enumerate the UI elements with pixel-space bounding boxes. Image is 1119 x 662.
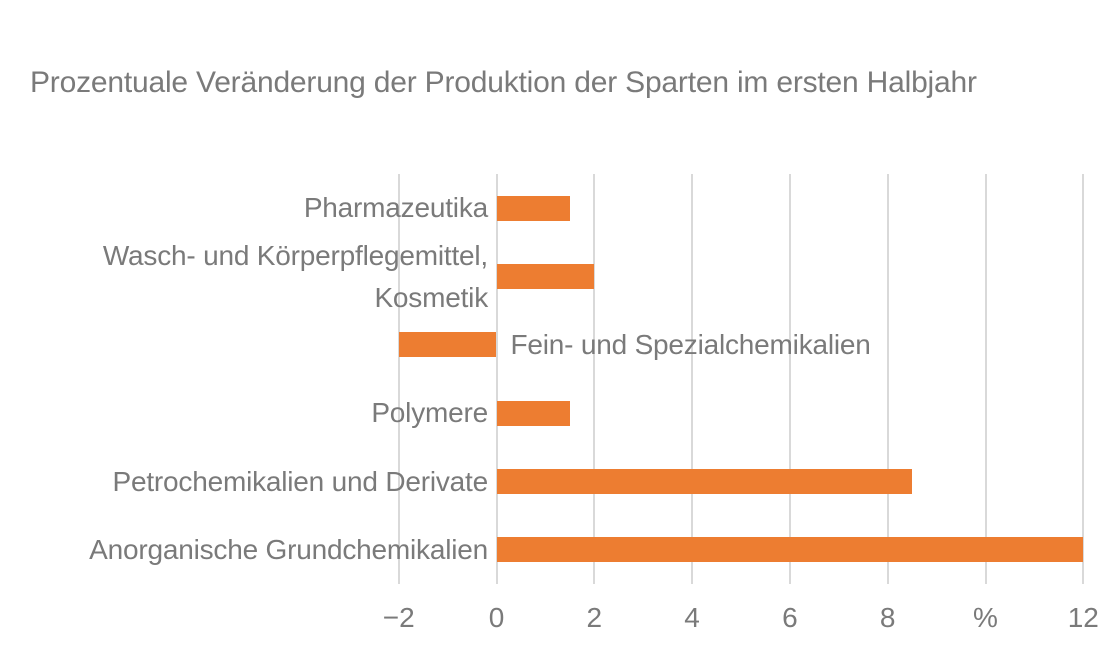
bar xyxy=(496,195,570,221)
x-axis-tick-label: 6 xyxy=(782,602,798,633)
gridline xyxy=(691,174,694,584)
gridline xyxy=(886,174,889,584)
x-axis-tick-label: 12 xyxy=(1067,602,1099,633)
x-axis-tick-label: −2 xyxy=(382,602,415,633)
x-axis-tick-label: 4 xyxy=(684,602,700,633)
category-label: Wasch- und Körperpflegemittel, Kosmetik xyxy=(102,239,488,313)
category-label: Petrochemikalien und Derivate xyxy=(112,465,488,497)
gridline xyxy=(593,174,596,584)
gridline xyxy=(397,174,400,584)
bar xyxy=(496,264,595,289)
x-axis-tick-label: 8 xyxy=(879,602,896,633)
gridline xyxy=(788,174,791,584)
bar xyxy=(496,469,913,494)
gridline xyxy=(495,174,498,584)
bar xyxy=(398,332,497,358)
category-label: Pharmazeutika xyxy=(303,192,488,224)
x-axis-tick-label: % xyxy=(973,602,998,633)
bar xyxy=(496,400,570,426)
category-label: Anorganische Grundchemikalien xyxy=(89,533,488,565)
category-label: Fein- und Spezialchemikalien xyxy=(510,328,871,360)
gridline xyxy=(1082,174,1085,584)
x-axis-tick-label: 0 xyxy=(488,602,505,633)
chart-title: Prozentuale Veränderung der Produktion d… xyxy=(30,66,977,99)
gridline xyxy=(984,174,987,584)
category-label: Polymere xyxy=(371,397,488,429)
x-axis-tick-label: 2 xyxy=(586,602,603,633)
bar xyxy=(496,537,1084,563)
